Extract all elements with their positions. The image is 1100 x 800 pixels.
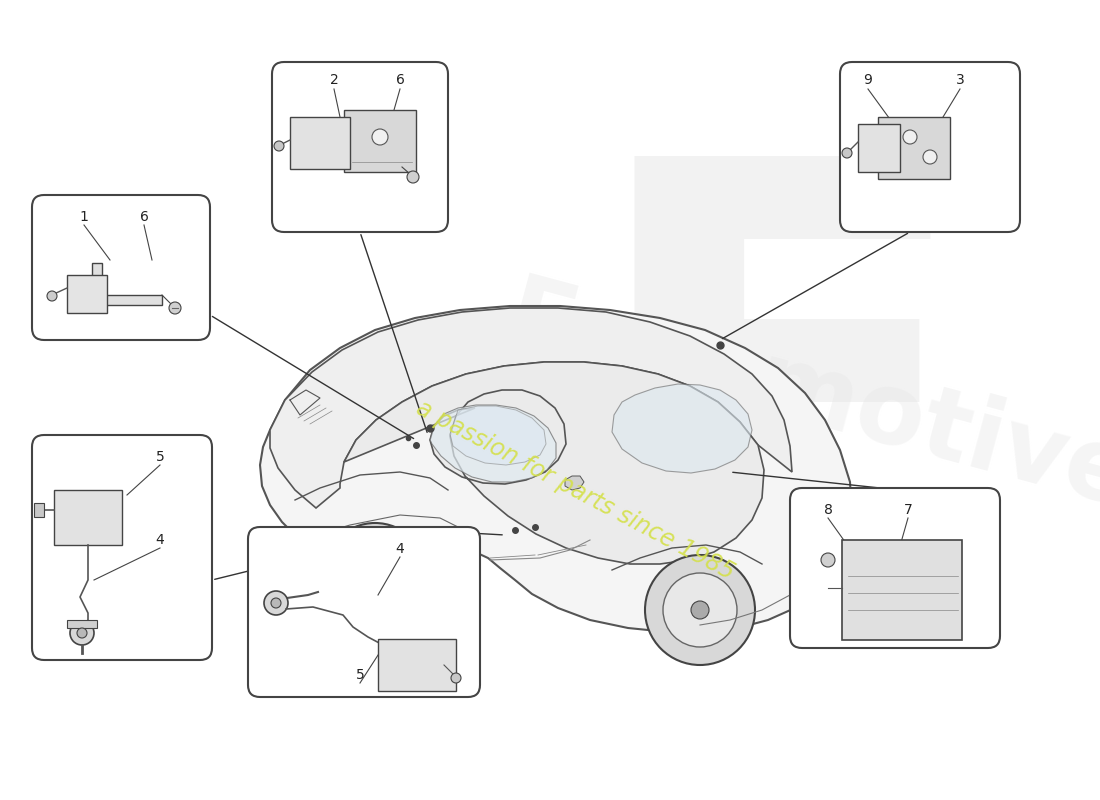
Polygon shape (612, 384, 752, 473)
Circle shape (407, 171, 419, 183)
Circle shape (271, 598, 281, 608)
FancyBboxPatch shape (790, 488, 1000, 648)
Polygon shape (270, 308, 792, 508)
FancyBboxPatch shape (67, 620, 97, 628)
Text: 4: 4 (396, 542, 405, 556)
Polygon shape (565, 476, 584, 490)
FancyBboxPatch shape (842, 540, 962, 640)
Circle shape (663, 573, 737, 647)
Text: 8: 8 (824, 503, 833, 517)
Text: 4: 4 (155, 533, 164, 547)
Circle shape (903, 130, 917, 144)
Text: Euromotive: Euromotive (496, 270, 1100, 530)
FancyBboxPatch shape (840, 62, 1020, 232)
Text: 7: 7 (903, 503, 912, 517)
Text: E: E (581, 138, 979, 702)
Polygon shape (430, 405, 556, 482)
Text: 6: 6 (396, 73, 405, 87)
Text: 9: 9 (864, 73, 872, 87)
FancyBboxPatch shape (248, 527, 480, 697)
Circle shape (340, 540, 410, 610)
FancyBboxPatch shape (67, 275, 107, 313)
Text: 3: 3 (956, 73, 965, 87)
FancyBboxPatch shape (272, 62, 448, 232)
FancyBboxPatch shape (34, 503, 44, 517)
Text: 2: 2 (330, 73, 339, 87)
FancyBboxPatch shape (878, 117, 950, 179)
FancyBboxPatch shape (858, 124, 900, 172)
Text: a passion for parts since 1985: a passion for parts since 1985 (411, 396, 738, 584)
FancyBboxPatch shape (290, 117, 350, 169)
Circle shape (274, 141, 284, 151)
Text: 6: 6 (140, 210, 148, 224)
Circle shape (367, 567, 383, 583)
Circle shape (451, 673, 461, 683)
Text: 5: 5 (355, 668, 364, 682)
FancyBboxPatch shape (32, 435, 212, 660)
FancyBboxPatch shape (344, 110, 416, 172)
Polygon shape (344, 362, 764, 564)
Polygon shape (260, 306, 852, 633)
FancyBboxPatch shape (54, 490, 122, 545)
FancyBboxPatch shape (32, 195, 210, 340)
Circle shape (923, 150, 937, 164)
Circle shape (77, 628, 87, 638)
FancyBboxPatch shape (378, 639, 456, 691)
Text: 5: 5 (155, 450, 164, 464)
Circle shape (691, 601, 710, 619)
Circle shape (372, 129, 388, 145)
Polygon shape (450, 406, 546, 465)
Circle shape (645, 555, 755, 665)
Polygon shape (92, 263, 162, 305)
Circle shape (821, 553, 835, 567)
Circle shape (264, 591, 288, 615)
Circle shape (70, 621, 94, 645)
Circle shape (169, 302, 182, 314)
Circle shape (323, 523, 427, 627)
Circle shape (47, 291, 57, 301)
Text: 1: 1 (79, 210, 88, 224)
Circle shape (842, 148, 852, 158)
